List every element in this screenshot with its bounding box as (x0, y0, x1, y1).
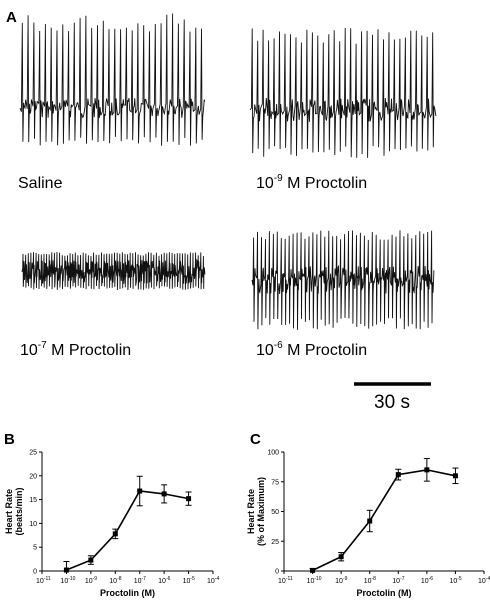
trace-label-p6: 10-6 M Proctolin (256, 340, 367, 359)
panel-letter-c: C (250, 431, 261, 448)
chart-c-y-tick-label: 0 (275, 569, 279, 576)
chart-b-data-point (137, 488, 143, 494)
trace-p7-waveform (21, 251, 206, 291)
chart-c-y-axis-title: Heart Rate(% of Maximum) (246, 477, 266, 546)
chart-b-y-tick-label: 25 (29, 450, 37, 457)
chart-b-data-point (112, 531, 118, 537)
trace-saline-waveform (19, 13, 206, 146)
trace-label-p9: 10-9 M Proctolin (256, 173, 367, 192)
chart-c-x-tick-label: 10-7 (392, 576, 404, 585)
chart-b-y-tick-label: 5 (33, 545, 37, 552)
chart-b-x-axis-title: Proctolin (M) (100, 588, 155, 598)
chart-c-data-point (367, 518, 373, 524)
scale-bar-label: 30 s (374, 392, 410, 413)
chart-b-x-tick-label: 10-5 (183, 576, 195, 585)
chart-b-x-tick-label: 10-11 (36, 576, 51, 585)
chart-c-data-point (310, 567, 316, 573)
chart-b-x-tick-label: 10-7 (134, 576, 146, 585)
trace-p7 (21, 251, 206, 291)
chart-b-y-tick-label: 0 (33, 569, 37, 576)
chart-c-data-point (338, 554, 344, 560)
chart-c-y-tick-label: 75 (271, 479, 279, 486)
chart-b-series-line (66, 490, 189, 571)
trace-label-p7: 10-7 M Proctolin (20, 340, 131, 359)
chart-c-x-tick-label: 10-8 (364, 576, 376, 585)
trace-saline (19, 13, 206, 146)
chart-c-y-tick-label: 50 (271, 509, 279, 516)
chart-b-data-point (88, 557, 94, 563)
chart-c-y-tick-label: 25 (271, 539, 279, 546)
chart-b-data-point (63, 567, 69, 573)
chart-b-x-tick-label: 10-4 (207, 576, 219, 585)
chart-b-data-point (186, 496, 192, 502)
chart-c-data-point (452, 473, 458, 479)
chart-b-data-point (161, 491, 167, 497)
chart-b-x-tick-label: 10-10 (60, 576, 75, 585)
chart-c-x-tick-label: 10-5 (449, 576, 461, 585)
chart-b-x-tick-label: 10-9 (85, 576, 97, 585)
panel-letter-a: A (6, 9, 17, 26)
trace-p9-waveform (249, 27, 437, 158)
chart-b-y-tick-label: 10 (29, 521, 37, 528)
trace-p6 (251, 230, 435, 330)
chart-c: 0 25 50 75 100 10-11 10-10 10-9 10-8 10-7 10-6 10-5… (246, 450, 490, 599)
chart-b-x-tick-label: 10-6 (158, 576, 170, 585)
chart-c-x-tick-label: 10-4 (478, 576, 490, 585)
panel-letter-b: B (4, 431, 15, 448)
trace-label-saline: Saline (18, 175, 63, 192)
chart-b-y-axis-title: Heart Rate(beats/min) (4, 487, 24, 535)
chart-c-x-tick-label: 10-10 (307, 576, 322, 585)
chart-c-y-tick-label: 100 (267, 450, 279, 457)
chart-c-data-point (395, 472, 401, 478)
chart-b-x-tick-label: 10-8 (109, 576, 121, 585)
chart-b: 0 5 10 15 20 25 10-11 10-10 10-9 10-8 10-7 10-6 10-5… (4, 450, 219, 599)
chart-c-x-axis-title: Proctolin (M) (357, 588, 412, 598)
chart-b-y-tick-label: 15 (29, 497, 37, 504)
chart-c-series-line (312, 469, 456, 572)
trace-p6-waveform (251, 230, 435, 330)
chart-c-x-tick-label: 10-9 (335, 576, 347, 585)
trace-p9 (249, 27, 437, 158)
chart-c-x-tick-label: 10-11 (278, 576, 293, 585)
chart-c-data-point (424, 467, 430, 473)
chart-c-x-tick-label: 10-6 (421, 576, 433, 585)
chart-b-y-tick-label: 20 (29, 473, 37, 480)
